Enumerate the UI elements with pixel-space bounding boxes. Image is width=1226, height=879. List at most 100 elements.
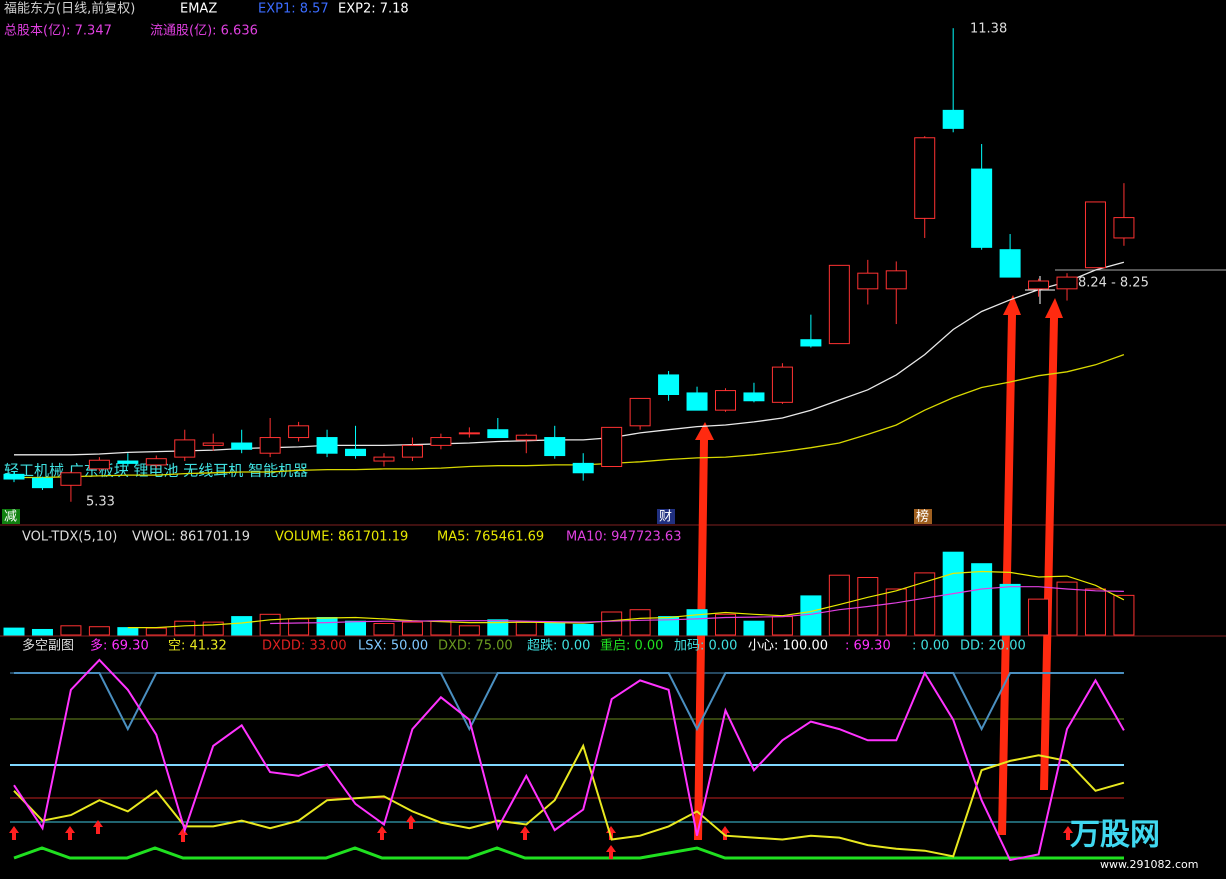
indicator-line xyxy=(127,570,1125,629)
watermark-site: www.291082.com xyxy=(1100,858,1198,871)
candle-body xyxy=(117,460,139,464)
candle-body xyxy=(601,426,623,468)
volume-bar xyxy=(316,617,338,636)
vol-ma5: MA5: 765461.69 xyxy=(437,530,544,545)
volume-bar xyxy=(601,611,623,636)
indicator-line xyxy=(14,261,1125,456)
volume-bar xyxy=(914,572,936,636)
candle-body xyxy=(373,456,395,462)
volume-bar xyxy=(117,627,139,636)
candle-body xyxy=(828,264,850,345)
indicator-name: EMAZ xyxy=(180,2,217,17)
total-shares: 总股本(亿): 7.347 xyxy=(4,24,112,39)
candle-body xyxy=(743,392,765,402)
candle-body xyxy=(231,442,253,450)
candle-body xyxy=(3,473,25,480)
vol-volume: VOLUME: 861701.19 xyxy=(275,530,408,545)
candle-body xyxy=(914,137,936,219)
volume-bar xyxy=(715,613,736,636)
candle-body xyxy=(1113,217,1135,239)
volume-bar xyxy=(743,620,765,636)
volume-bar xyxy=(401,621,423,636)
volume-bar xyxy=(1084,588,1106,636)
exp2: EXP2: 7.18 xyxy=(338,2,409,17)
candle-body xyxy=(88,459,110,470)
signal-arrows xyxy=(9,815,1073,859)
volume-bar xyxy=(1056,581,1078,636)
exp1: EXP1: 8.57 xyxy=(258,2,329,17)
ind-duo: 多: 69.30 xyxy=(90,638,149,654)
indicator-line xyxy=(13,743,1125,858)
volume-bar xyxy=(259,613,281,636)
signal-line xyxy=(13,846,1124,860)
ind-lsx: LSX: 50.00 xyxy=(358,639,428,654)
volume-bar xyxy=(288,618,310,636)
candle-body xyxy=(345,448,367,457)
marker: 财 xyxy=(659,510,672,525)
stock-title: 福能东方(日线,前复权) xyxy=(4,1,135,17)
volume-bar xyxy=(231,616,253,636)
volume-bar xyxy=(430,620,452,636)
candle-body xyxy=(515,434,537,441)
candle-body xyxy=(31,477,53,489)
candle-body xyxy=(544,437,566,457)
ind-name: 多空副图 xyxy=(22,638,74,654)
volume-bar xyxy=(515,621,537,636)
volume-bar xyxy=(373,623,395,636)
volume-bar xyxy=(145,627,167,636)
marker-box xyxy=(2,509,20,524)
marker-box xyxy=(657,509,675,524)
volume-bar xyxy=(771,616,793,636)
candle-body xyxy=(686,392,708,411)
volume-bar xyxy=(345,620,367,636)
candle-body xyxy=(971,168,993,248)
candle-body xyxy=(857,272,879,290)
candle-body xyxy=(174,439,196,458)
volume-bar xyxy=(686,609,708,636)
indicator-line xyxy=(14,672,1124,732)
volume-bar xyxy=(544,623,566,636)
marker: 减 xyxy=(4,510,17,525)
candle-body xyxy=(999,249,1021,278)
candle-body xyxy=(942,109,964,129)
ind-jiama: 加码: 0.00 xyxy=(674,639,737,654)
volume-bar xyxy=(3,627,25,636)
candle-body xyxy=(715,390,736,411)
marker-box xyxy=(914,509,932,524)
candle-body xyxy=(658,374,680,396)
volume-bar xyxy=(1028,598,1050,636)
candle-body xyxy=(259,437,281,454)
candle-body xyxy=(401,444,423,458)
candle-body xyxy=(202,442,224,446)
volume-bar xyxy=(999,583,1021,636)
volume-bar xyxy=(31,628,53,636)
volume-bar xyxy=(487,619,509,636)
volume-bar xyxy=(458,625,480,636)
ind-dxdd: DXDD: 33.00 xyxy=(262,639,347,654)
volume-bar xyxy=(971,563,993,636)
candle-body xyxy=(572,462,594,474)
volume-bar xyxy=(174,620,196,636)
volume-bar xyxy=(658,616,680,636)
high-label: 11.38 xyxy=(970,22,1007,37)
volume-bar xyxy=(88,626,110,636)
candle-body xyxy=(487,429,509,439)
ind-xiaoxin: 小心: 100.00 xyxy=(748,639,828,654)
float-shares: 流通股(亿): 6.636 xyxy=(150,24,258,39)
volume-bar xyxy=(572,623,594,636)
ind-dd: DD: 20.00 xyxy=(960,639,1026,654)
marker: 榜 xyxy=(916,509,929,525)
low-label: 5.33 xyxy=(86,495,115,510)
indicator-line xyxy=(13,658,1125,862)
candle-body xyxy=(60,472,82,486)
candle-body xyxy=(1056,276,1078,290)
candle-body xyxy=(1084,201,1106,269)
candle-body xyxy=(288,425,310,439)
indicator-line xyxy=(14,353,1125,479)
watermark-brand: 万股网 xyxy=(1070,818,1160,853)
candle-body xyxy=(458,432,480,435)
candle-body xyxy=(771,366,793,403)
candle-body xyxy=(316,437,338,454)
